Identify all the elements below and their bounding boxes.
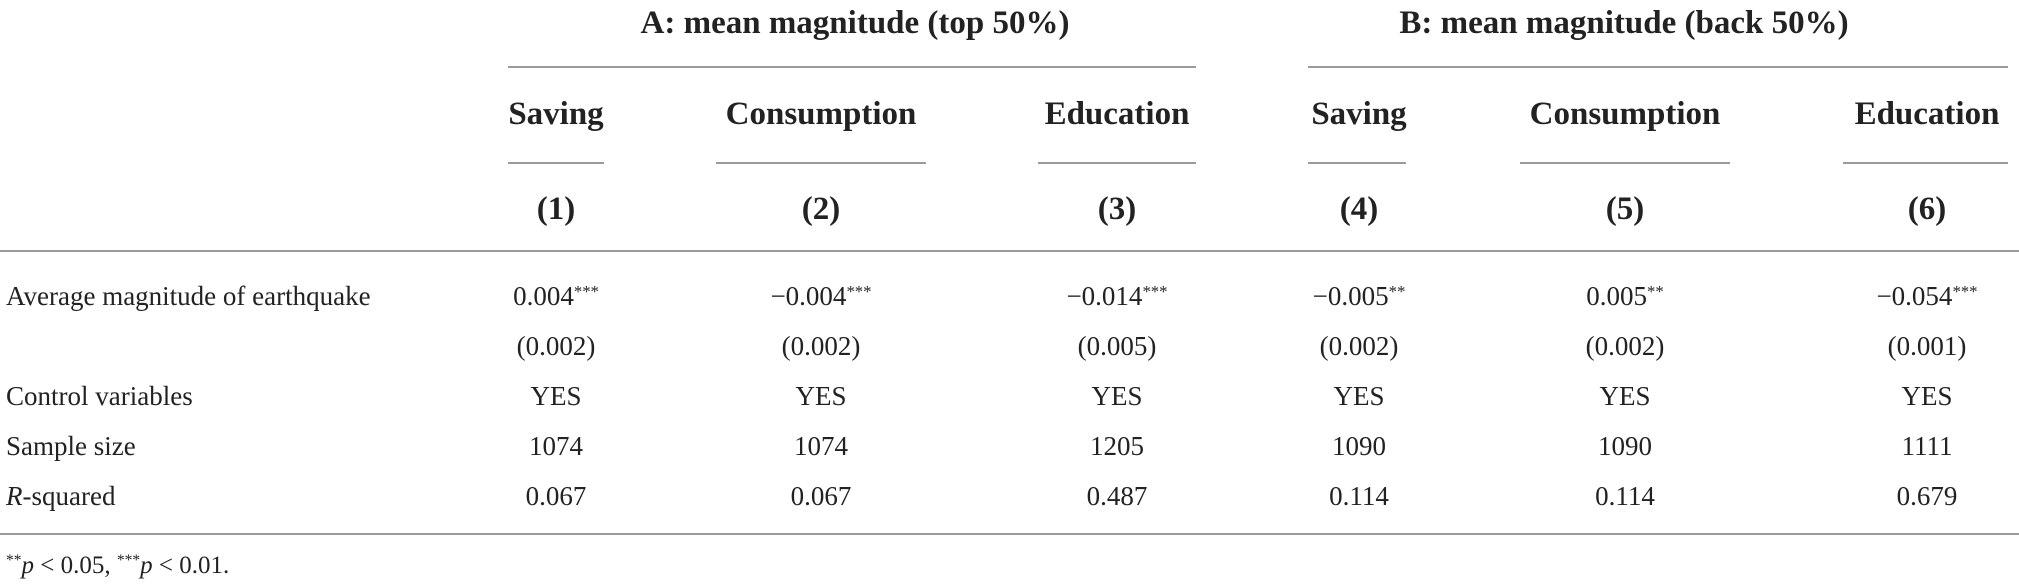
table-footnote: **p < 0.05, ***p < 0.01. xyxy=(6,552,230,579)
controls-cell: YES xyxy=(1901,381,1953,411)
sample-size-cell: 1205 xyxy=(1090,431,1144,461)
sample-size-cell: 1090 xyxy=(1598,431,1652,461)
panel-b-title: B: mean magnitude (back 50%) xyxy=(1399,5,1849,41)
column-header-consumption: Consumption xyxy=(1529,96,1721,132)
column-header-saving: Saving xyxy=(1311,96,1407,132)
column-rule xyxy=(508,162,604,164)
column-rule xyxy=(716,162,926,164)
controls-cell: YES xyxy=(1333,381,1385,411)
column-header-education: Education xyxy=(1854,96,2000,132)
std-error-cell: (0.002) xyxy=(516,331,596,361)
std-error-cell: (0.005) xyxy=(1077,331,1157,361)
row-label-controls: Control variables xyxy=(6,381,193,411)
r-squared-cell: 0.067 xyxy=(790,481,852,511)
coefficient-cell: 0.005** xyxy=(1586,281,1664,311)
sample-size-cell: 1111 xyxy=(1901,431,1953,461)
r-squared-cell: 0.487 xyxy=(1086,481,1148,511)
panel-a-title: A: mean magnitude (top 50%) xyxy=(640,5,1070,41)
coefficient-cell: −0.005** xyxy=(1312,281,1406,311)
controls-cell: YES xyxy=(795,381,847,411)
coefficient-cell: 0.004*** xyxy=(513,281,599,311)
row-label-magnitude: Average magnitude of earthquake xyxy=(6,281,371,311)
controls-cell: YES xyxy=(530,381,582,411)
header-bottom-rule xyxy=(0,250,2019,252)
column-number: (3) xyxy=(1097,191,1137,227)
column-rule xyxy=(1520,162,1730,164)
r-squared-cell: 0.067 xyxy=(525,481,587,511)
std-error-cell: (0.002) xyxy=(781,331,861,361)
sample-size-cell: 1074 xyxy=(794,431,848,461)
std-error-cell: (0.002) xyxy=(1585,331,1665,361)
row-label-sample-size: Sample size xyxy=(6,431,136,461)
sample-size-cell: 1090 xyxy=(1332,431,1386,461)
std-error-cell: (0.002) xyxy=(1319,331,1399,361)
std-error-cell: (0.001) xyxy=(1887,331,1967,361)
column-rule xyxy=(1843,162,2008,164)
panel-b-rule xyxy=(1308,66,2008,68)
column-header-saving: Saving xyxy=(508,96,604,132)
column-number: (2) xyxy=(801,191,841,227)
r-squared-cell: 0.679 xyxy=(1896,481,1958,511)
column-number: (6) xyxy=(1907,191,1947,227)
coefficient-cell: −0.054*** xyxy=(1876,281,1978,311)
column-rule xyxy=(1308,162,1406,164)
table-bottom-rule xyxy=(0,533,2019,535)
column-header-education: Education xyxy=(1044,96,1190,132)
sample-size-cell: 1074 xyxy=(529,431,583,461)
coefficient-cell: −0.014*** xyxy=(1066,281,1168,311)
controls-cell: YES xyxy=(1599,381,1651,411)
column-number: (5) xyxy=(1605,191,1645,227)
column-rule xyxy=(1038,162,1196,164)
r-squared-cell: 0.114 xyxy=(1595,481,1655,511)
column-number: (1) xyxy=(536,191,576,227)
r-squared-cell: 0.114 xyxy=(1329,481,1389,511)
row-label-r-squared: R-squared xyxy=(6,481,116,511)
panel-a-rule xyxy=(508,66,1196,68)
column-number: (4) xyxy=(1339,191,1379,227)
column-header-consumption: Consumption xyxy=(725,96,917,132)
controls-cell: YES xyxy=(1091,381,1143,411)
coefficient-cell: −0.004*** xyxy=(770,281,872,311)
